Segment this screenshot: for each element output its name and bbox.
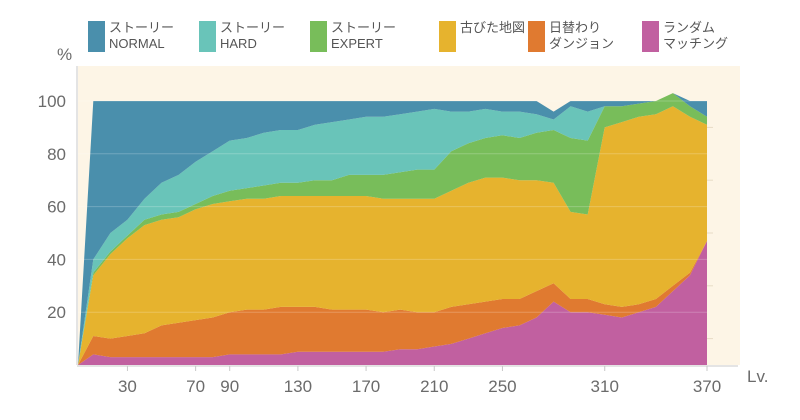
- x-tick-label-370: 370: [693, 377, 721, 396]
- x-tick-label-70: 70: [186, 377, 205, 396]
- y-tick-label-100: 100: [38, 92, 66, 111]
- legend-label: ストーリー HARD: [220, 20, 286, 51]
- y-tick-label-80: 80: [47, 145, 66, 164]
- area-series-3: [78, 106, 707, 366]
- area-series-4: [78, 93, 707, 365]
- legend-label: ストーリー NORMAL: [109, 20, 175, 51]
- area-series-2: [78, 240, 707, 365]
- area-series-5: [78, 93, 707, 365]
- legend-swatch: [310, 21, 327, 52]
- y-tick-label-40: 40: [47, 250, 66, 269]
- area-series-6: [78, 93, 707, 365]
- legend-swatch: [642, 21, 659, 52]
- x-axis-label: Lv.: [747, 367, 768, 386]
- x-tick-label-210: 210: [420, 377, 448, 396]
- legend-label: ストーリー EXPERT: [331, 20, 397, 51]
- x-tick-label-170: 170: [352, 377, 380, 396]
- legend-swatch: [439, 21, 456, 52]
- y-tick-label-20: 20: [47, 303, 66, 322]
- legend-swatch: [88, 21, 105, 52]
- x-tick-label-90: 90: [220, 377, 239, 396]
- y-tick-label-60: 60: [47, 198, 66, 217]
- x-tick-label-30: 30: [118, 377, 137, 396]
- x-tick-label-310: 310: [591, 377, 619, 396]
- legend-swatch: [528, 21, 545, 52]
- y-axis-label: %: [57, 45, 72, 64]
- legend-swatch: [199, 21, 216, 52]
- x-tick-label-250: 250: [488, 377, 516, 396]
- chart-legend: ストーリー NORMAL ストーリー HARD ストーリー EXPERT 古びた地図 日替わり…: [88, 20, 788, 60]
- legend-label: ランダム マッチング: [663, 20, 729, 51]
- area-series-1: [78, 240, 707, 365]
- legend-label: 古びた地図: [460, 20, 526, 35]
- legend-label: 日替わり ダンジョン: [549, 20, 615, 51]
- x-tick-label-130: 130: [284, 377, 312, 396]
